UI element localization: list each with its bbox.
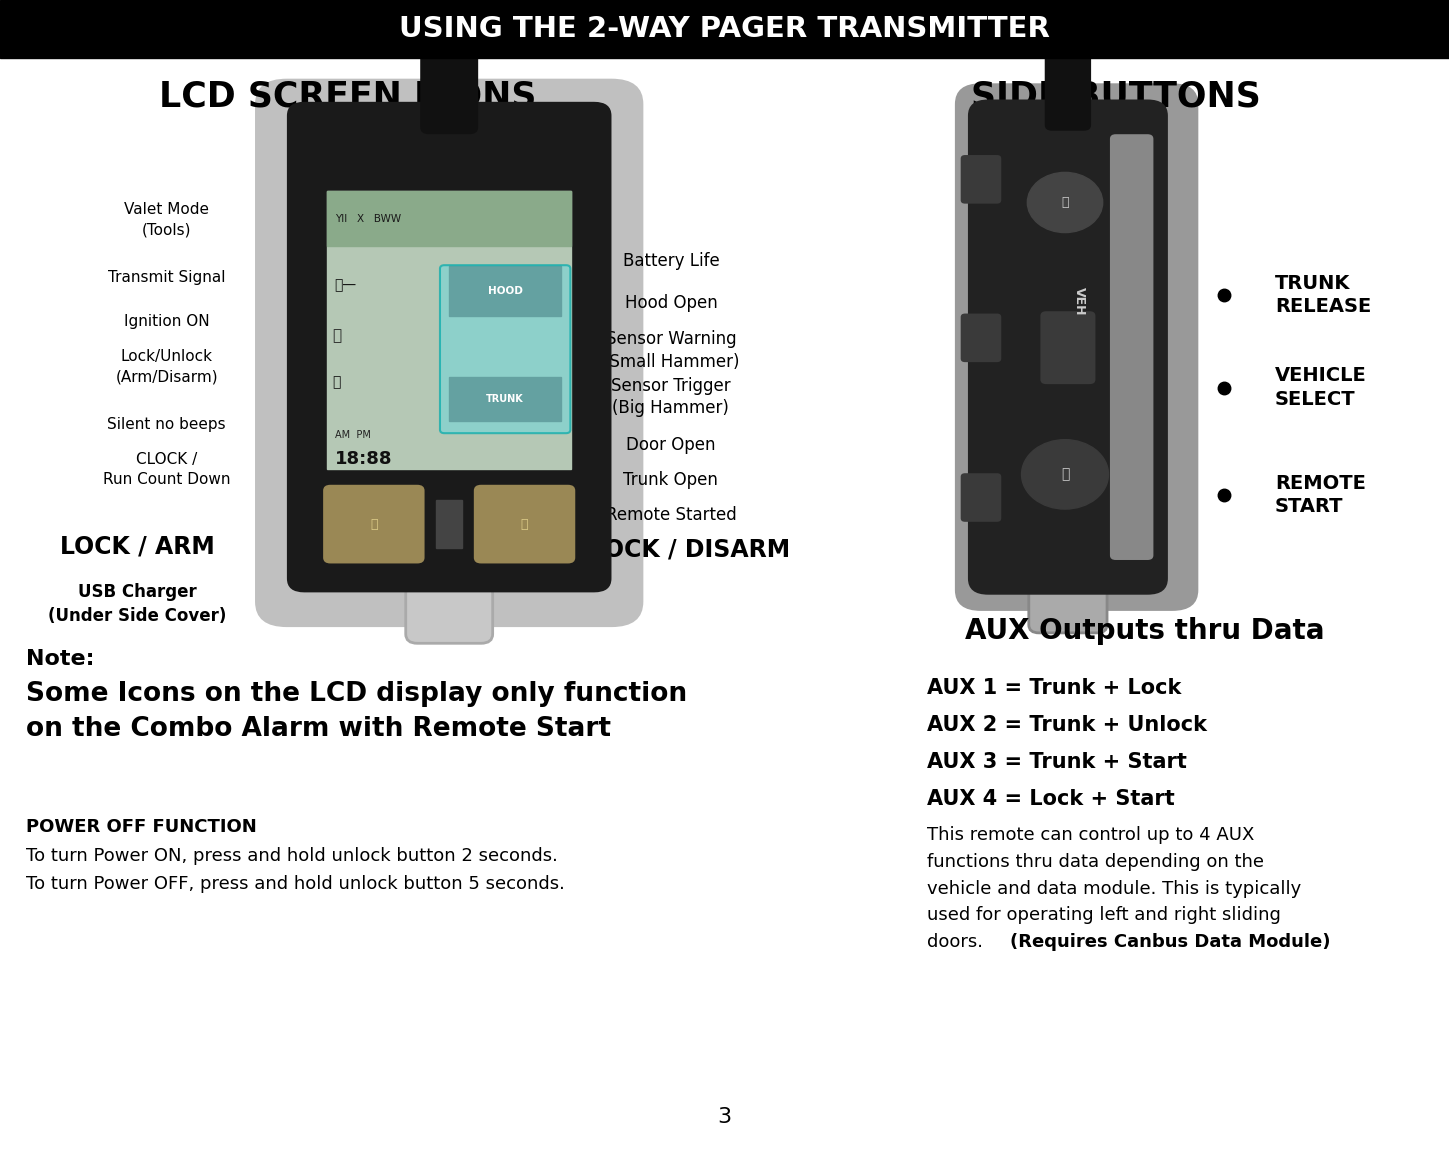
Text: CLOCK /
Run Count Down: CLOCK / Run Count Down (103, 452, 230, 487)
FancyBboxPatch shape (406, 584, 493, 643)
Text: VEHICLE
SELECT: VEHICLE SELECT (1275, 367, 1366, 408)
Text: Trunk Open: Trunk Open (623, 471, 719, 489)
Text: 🔑: 🔑 (1061, 467, 1069, 481)
Text: 🔒: 🔒 (369, 517, 378, 531)
Text: LCD SCREEN ICONS: LCD SCREEN ICONS (159, 79, 536, 113)
FancyBboxPatch shape (420, 34, 478, 134)
Circle shape (1027, 172, 1103, 233)
FancyBboxPatch shape (255, 79, 643, 627)
Text: UNLOCK / DISARM: UNLOCK / DISARM (551, 538, 791, 561)
FancyBboxPatch shape (440, 265, 571, 433)
Text: 🔒: 🔒 (332, 327, 341, 342)
Text: doors.: doors. (927, 933, 990, 951)
Text: HOOD: HOOD (488, 286, 523, 296)
FancyBboxPatch shape (961, 473, 1001, 522)
Text: AUX 2 = Trunk + Unlock: AUX 2 = Trunk + Unlock (927, 715, 1207, 736)
Text: ⚿—: ⚿— (335, 279, 356, 293)
Text: 18:88: 18:88 (335, 450, 393, 467)
Circle shape (1022, 440, 1108, 509)
Text: REMOTE
START: REMOTE START (1275, 474, 1366, 516)
FancyBboxPatch shape (323, 485, 425, 563)
FancyBboxPatch shape (955, 83, 1198, 611)
Text: Door Open: Door Open (626, 436, 716, 455)
Text: functions thru data depending on the: functions thru data depending on the (927, 853, 1265, 871)
Bar (449, 377, 561, 421)
Text: Note:: Note: (26, 649, 94, 670)
Text: LOCK / ARM: LOCK / ARM (61, 535, 214, 558)
Bar (0, 0, 1449, 58)
Text: AUX Outputs thru Data: AUX Outputs thru Data (965, 617, 1324, 644)
Text: Valet Mode
(Tools): Valet Mode (Tools) (125, 202, 209, 237)
Text: Sensor Warning
(Small Hammer): Sensor Warning (Small Hammer) (603, 331, 739, 370)
Text: USB Charger
(Under Side Cover): USB Charger (Under Side Cover) (48, 583, 227, 625)
Text: TRUNK: TRUNK (487, 395, 525, 404)
Text: on the Combo Alarm with Remote Start: on the Combo Alarm with Remote Start (26, 716, 611, 742)
Text: 🔓: 🔓 (520, 517, 529, 531)
Text: Lock/Unlock
(Arm/Disarm): Lock/Unlock (Arm/Disarm) (116, 349, 217, 384)
Text: TRUNK
RELEASE: TRUNK RELEASE (1275, 274, 1371, 316)
FancyBboxPatch shape (474, 485, 575, 563)
Text: used for operating left and right sliding: used for operating left and right slidin… (927, 906, 1281, 924)
Text: Silent no beeps: Silent no beeps (107, 418, 226, 432)
Text: Transmit Signal: Transmit Signal (107, 271, 226, 285)
Text: Battery Life: Battery Life (623, 252, 719, 271)
Text: USING THE 2-WAY PAGER TRANSMITTER: USING THE 2-WAY PAGER TRANSMITTER (398, 15, 1051, 43)
Text: AUX 4 = Lock + Start: AUX 4 = Lock + Start (927, 789, 1175, 810)
FancyBboxPatch shape (961, 155, 1001, 204)
Text: To turn Power ON, press and hold unlock button 2 seconds.: To turn Power ON, press and hold unlock … (26, 847, 558, 865)
Text: Sensor Trigger
(Big Hammer): Sensor Trigger (Big Hammer) (611, 377, 730, 417)
Bar (327, 191, 571, 469)
FancyBboxPatch shape (287, 102, 611, 592)
Text: Yll   X   BWW: Yll X BWW (335, 214, 401, 223)
Text: 🔒: 🔒 (1061, 196, 1069, 209)
Text: AUX 1 = Trunk + Lock: AUX 1 = Trunk + Lock (927, 678, 1182, 699)
Text: Hood Open: Hood Open (625, 294, 717, 312)
Text: POWER OFF FUNCTION: POWER OFF FUNCTION (26, 818, 256, 837)
Text: 🔊: 🔊 (332, 376, 341, 390)
Text: Ignition ON: Ignition ON (123, 315, 210, 329)
FancyBboxPatch shape (1045, 44, 1091, 131)
FancyBboxPatch shape (968, 100, 1168, 595)
Text: vehicle and data module. This is typically: vehicle and data module. This is typical… (927, 879, 1301, 898)
Text: AUX 3 = Trunk + Start: AUX 3 = Trunk + Start (927, 752, 1187, 773)
FancyBboxPatch shape (1110, 134, 1153, 560)
Text: (Requires Canbus Data Module): (Requires Canbus Data Module) (1010, 933, 1330, 951)
Text: This remote can control up to 4 AUX: This remote can control up to 4 AUX (927, 826, 1255, 845)
Text: Remote Started: Remote Started (606, 506, 736, 524)
FancyBboxPatch shape (1040, 311, 1095, 384)
Bar (436, 500, 462, 548)
Text: VEH: VEH (1074, 287, 1085, 315)
Text: 3: 3 (717, 1106, 732, 1127)
FancyBboxPatch shape (1029, 580, 1107, 633)
Bar (449, 266, 561, 316)
Text: AM  PM: AM PM (335, 430, 371, 441)
Text: SIDE BUTTONS: SIDE BUTTONS (971, 79, 1261, 113)
Text: To turn Power OFF, press and hold unlock button 5 seconds.: To turn Power OFF, press and hold unlock… (26, 875, 565, 893)
Bar (327, 191, 571, 246)
FancyBboxPatch shape (961, 314, 1001, 362)
Text: Some Icons on the LCD display only function: Some Icons on the LCD display only funct… (26, 681, 687, 707)
